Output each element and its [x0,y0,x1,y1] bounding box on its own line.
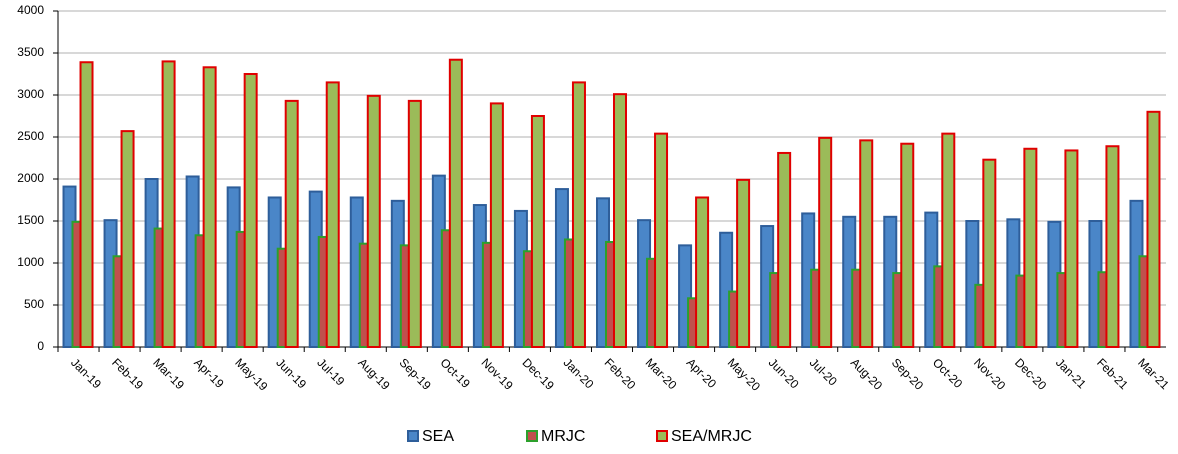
x-tick-label: Apr-20 [684,355,720,391]
y-tick-label: 3500 [17,45,44,59]
bar [530,115,545,348]
x-tick-label: Feb-21 [1094,355,1131,392]
bar [736,178,751,348]
x-tick-label: May-19 [232,355,270,393]
bar [1105,145,1120,348]
x-tick-label: Feb-20 [602,355,639,392]
legend-label: SEA [422,428,454,445]
bar [1023,147,1038,348]
x-tick-label: Nov-19 [479,355,516,392]
bar [777,151,792,348]
bar [900,142,915,348]
x-tick-label: Jul-20 [807,355,840,388]
x-tick-label: Mar-19 [150,355,187,392]
x-tick-label: Sep-20 [889,355,926,392]
x-tick-label: Jul-19 [314,355,347,388]
x-tick-label: Mar-20 [643,355,680,392]
x-tick-label: Sep-19 [396,355,433,392]
bar [982,158,997,348]
bar [1146,110,1161,348]
bar [448,58,463,348]
bar [654,132,669,348]
x-tick-label: Oct-19 [437,355,473,391]
legend-label: MRJC [541,428,585,445]
x-tick-label: Nov-20 [971,355,1008,392]
bar [79,61,94,349]
bar [613,93,627,348]
legend-swatch [526,430,538,442]
bar [284,99,299,348]
bar [202,66,217,348]
bar [243,73,258,348]
x-tick-label: Jan-20 [561,355,597,391]
bar [325,81,340,349]
bar [407,99,422,348]
bar [161,60,176,349]
y-tick-label: 500 [24,297,44,311]
x-tick-label: Jan-21 [1053,355,1089,391]
x-tick-label: May-20 [725,355,763,393]
y-tick-label: 0 [37,339,44,353]
x-tick-label: Jun-20 [766,355,802,391]
bar [941,132,956,348]
x-tick-label: Jun-19 [273,355,309,391]
bar [695,196,710,348]
x-tick-label: Dec-20 [1012,355,1049,392]
y-tick-label: 4000 [17,3,44,17]
y-tick-label: 2000 [17,171,44,185]
bar [571,81,586,349]
y-tick-label: 2500 [17,129,44,143]
x-tick-label: Apr-19 [191,355,227,391]
y-tick-label: 1500 [17,213,44,227]
legend-swatch [656,430,668,442]
bar [1064,149,1079,348]
legend-swatch [407,430,419,442]
legend-label: SEA/MRJC [671,428,752,445]
x-tick-label: Aug-20 [848,355,885,392]
x-tick-label: Feb-19 [109,355,146,392]
bar [859,139,874,348]
y-tick-label: 3000 [17,87,44,101]
bar [818,136,833,348]
bar [489,102,504,349]
x-tick-label: Oct-20 [930,355,966,391]
bar [366,94,381,348]
bar [120,130,135,348]
x-tick-label: Jan-19 [68,355,104,391]
y-tick-label: 1000 [17,255,44,269]
x-tick-label: Mar-21 [1135,355,1172,392]
x-tick-label: Aug-19 [355,355,392,392]
x-tick-label: Dec-19 [520,355,557,392]
legend: SEA MRJC SEA/MRJC [407,428,752,445]
